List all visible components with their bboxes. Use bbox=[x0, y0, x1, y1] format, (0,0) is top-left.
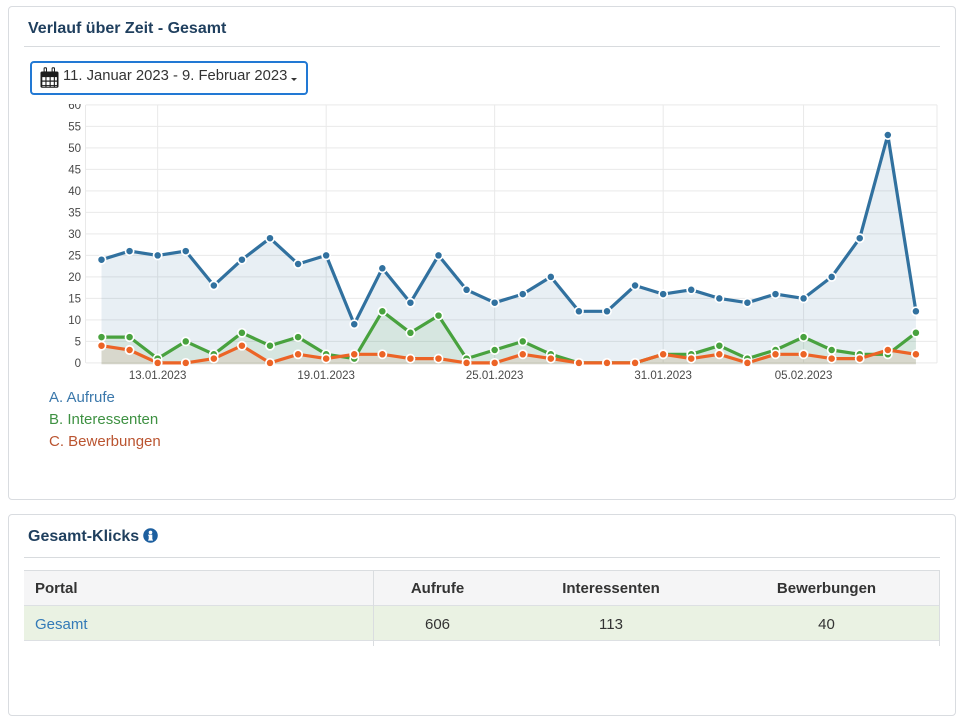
svg-text:13.01.2023: 13.01.2023 bbox=[129, 370, 187, 382]
svg-text:40: 40 bbox=[68, 186, 81, 198]
svg-text:25: 25 bbox=[68, 250, 81, 262]
svg-text:35: 35 bbox=[68, 207, 81, 219]
svg-text:20: 20 bbox=[68, 272, 81, 284]
svg-text:19.01.2023: 19.01.2023 bbox=[297, 370, 355, 382]
svg-text:10: 10 bbox=[68, 315, 81, 327]
svg-text:25.01.2023: 25.01.2023 bbox=[466, 370, 524, 382]
svg-text:45: 45 bbox=[68, 164, 81, 176]
svg-text:30: 30 bbox=[68, 229, 81, 241]
svg-text:15: 15 bbox=[68, 293, 81, 305]
svg-text:60: 60 bbox=[68, 104, 81, 112]
svg-text:5: 5 bbox=[75, 336, 81, 348]
svg-text:31.01.2023: 31.01.2023 bbox=[634, 370, 692, 382]
svg-text:55: 55 bbox=[68, 121, 81, 133]
svg-text:05.02.2023: 05.02.2023 bbox=[775, 370, 833, 382]
svg-text:0: 0 bbox=[75, 358, 81, 370]
svg-text:50: 50 bbox=[68, 143, 81, 155]
